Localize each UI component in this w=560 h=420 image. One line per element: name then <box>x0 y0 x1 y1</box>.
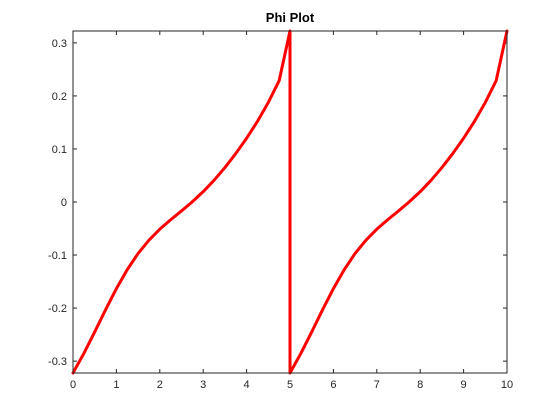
series-group <box>71 29 509 375</box>
y-tick-labels: -0.3 -0.2 -0.1 0 0.1 0.2 0.3 <box>48 38 67 368</box>
x-tick-label: 0 <box>70 379 76 391</box>
x-tick-label: 4 <box>244 379 250 391</box>
y-tick-label: 0.1 <box>52 144 67 156</box>
y-tick-label: 0 <box>61 197 67 209</box>
series-line <box>71 29 509 375</box>
x-tick-label: 10 <box>501 379 513 391</box>
x-tick-label: 2 <box>157 379 163 391</box>
x-tick-label: 8 <box>417 379 423 391</box>
x-tick-labels: 0 1 2 3 4 5 6 7 8 9 10 <box>70 379 513 391</box>
plot-area-frame <box>72 30 508 374</box>
chart-title: Phi Plot <box>266 10 315 25</box>
x-tick-label: 7 <box>374 379 380 391</box>
y-tick-label: 0.2 <box>52 91 67 103</box>
x-tick-label: 9 <box>461 379 467 391</box>
x-tick-label: 6 <box>330 379 336 391</box>
x-tick-label: 5 <box>287 379 293 391</box>
x-tick-label: 1 <box>113 379 119 391</box>
y-tick-label: 0.3 <box>52 38 67 50</box>
x-tick-label: 3 <box>200 379 206 391</box>
y-tick-label: -0.3 <box>48 356 67 368</box>
y-tick-label: -0.2 <box>48 303 67 315</box>
y-tick-label: -0.1 <box>48 250 67 262</box>
